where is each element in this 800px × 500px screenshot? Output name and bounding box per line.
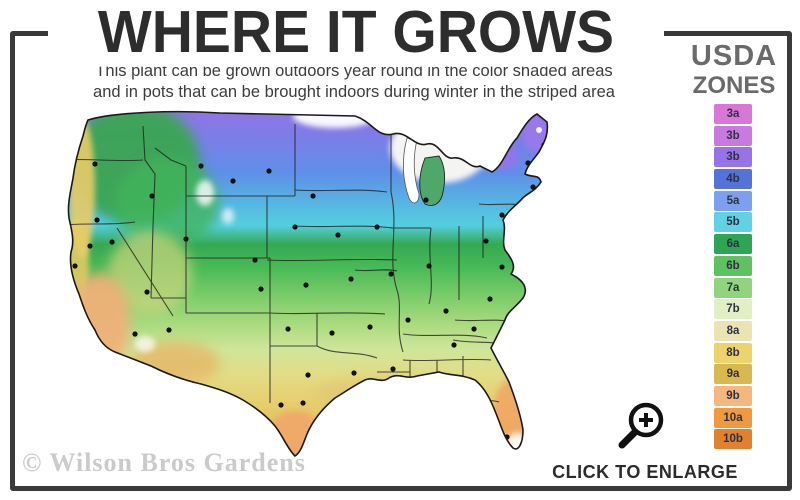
city-dot: [278, 402, 284, 408]
zone-legend: 3a 3b 3b 4b 5a 5b 6a 6b 7a 7b 8a 8b 9a 9b 10a 10b: [714, 104, 752, 451]
zone-chip-6a: 6a: [714, 234, 752, 255]
city-dot: [468, 386, 474, 392]
subtitle: This plant can be grown outdoors year ro…: [44, 61, 664, 103]
city-dot: [94, 217, 100, 223]
city-dot: [265, 434, 271, 440]
city-dot: [487, 296, 493, 302]
city-dot: [72, 263, 78, 269]
city-dot: [340, 405, 346, 411]
zone-chip-9a: 9a: [714, 364, 752, 385]
city-dot: [300, 400, 306, 406]
city-dot: [443, 308, 449, 314]
zone-chip-3b: 3b: [714, 147, 752, 168]
city-dot: [310, 193, 316, 199]
page-title: WHERE IT GROWS: [48, 0, 664, 67]
city-dot: [383, 400, 389, 406]
zone-chip-8a: 8a: [714, 320, 752, 341]
city-dot: [367, 324, 373, 330]
city-dot: [144, 289, 150, 295]
enlarge-label: CLICK TO ENLARGE: [552, 462, 738, 482]
zone-shading: [68, 111, 548, 457]
state-boundaries: [68, 124, 524, 403]
city-dot: [335, 232, 341, 238]
city-dot: [292, 224, 298, 230]
city-dot: [483, 238, 489, 244]
zone-chip-10b: 10b: [714, 429, 752, 450]
zone-chip-6b: 6b: [714, 255, 752, 276]
zone-chip-9b: 9b: [714, 385, 752, 406]
city-dot: [198, 163, 204, 169]
city-dot: [505, 232, 511, 238]
city-dot: [303, 282, 309, 288]
city-dot: [499, 264, 505, 270]
city-dot: [266, 168, 272, 174]
city-dot: [285, 326, 291, 332]
city-dot: [166, 327, 172, 333]
city-dot: [489, 410, 495, 416]
city-dot: [230, 178, 236, 184]
city-dot: [92, 161, 98, 167]
city-dot: [530, 184, 536, 190]
watermark: © Wilson Bros Gardens: [22, 448, 306, 477]
zone-chip-5a: 5a: [714, 190, 752, 211]
city-dot: [348, 276, 354, 282]
city-dot: [374, 224, 380, 230]
city-dot: [183, 236, 189, 242]
city-dot: [109, 239, 115, 245]
city-dot: [149, 193, 155, 199]
zone-chip-3a: 3a: [714, 104, 752, 124]
city-dot: [426, 263, 432, 269]
city-dot: [87, 243, 93, 249]
magnifier-plus-icon[interactable]: [612, 400, 670, 456]
city-dot: [329, 330, 335, 336]
city-dot: [450, 396, 456, 402]
city-dot: [471, 326, 477, 332]
city-dot: [388, 271, 394, 277]
legend-header: USDA ZONES: [676, 42, 792, 98]
zone-chip-7b: 7b: [714, 299, 752, 320]
zone-chip-5b: 5b: [714, 212, 752, 233]
city-dot: [252, 257, 258, 263]
subtitle-line-2: and in pots that can be brought indoors …: [93, 83, 615, 101]
zone-chip-4b: 4b: [714, 169, 752, 190]
zone-chip-3b: 3b: [714, 125, 752, 146]
zone-chip-8b: 8b: [714, 342, 752, 363]
city-dot: [258, 286, 264, 292]
city-dot: [390, 366, 396, 372]
usda-zone-map[interactable]: [55, 108, 570, 463]
city-dot: [351, 370, 357, 376]
city-dot: [405, 382, 411, 388]
legend-title-zones: ZONES: [692, 72, 776, 99]
click-to-enlarge-button[interactable]: CLICK TO ENLARGE: [540, 400, 750, 488]
zone-chip-7a: 7a: [714, 277, 752, 298]
city-dot: [451, 342, 457, 348]
city-dot: [423, 197, 429, 203]
zone-chip-10a: 10a: [714, 407, 752, 428]
city-dot: [132, 331, 138, 337]
city-dot: [421, 400, 427, 406]
city-dot: [499, 212, 505, 218]
legend-title-usda: USDA: [690, 40, 778, 72]
city-dot: [405, 317, 411, 323]
city-dot: [305, 372, 311, 378]
